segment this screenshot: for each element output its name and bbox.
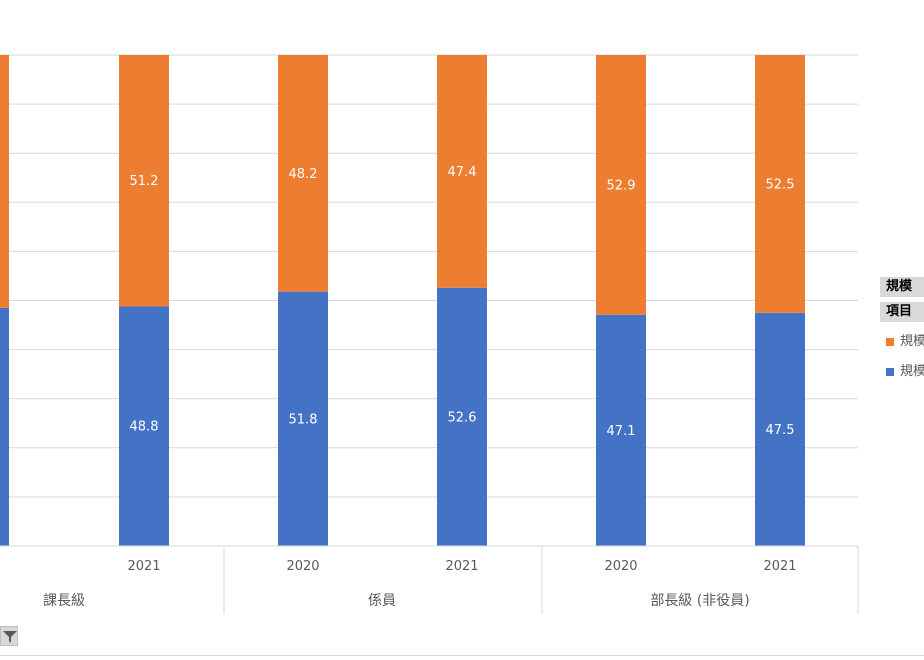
- data-label: 51.2: [130, 174, 159, 189]
- bar-segment-blue: [755, 312, 805, 546]
- bar-segment-blue: [437, 287, 487, 546]
- data-label: 48.8: [130, 420, 159, 435]
- data-label: 52.5: [766, 177, 795, 192]
- legend-item-orange: 規模: [886, 330, 924, 349]
- x-tick-label: 2021: [127, 559, 160, 574]
- legend-field-button-item[interactable]: 項目: [880, 302, 924, 322]
- legend-field-button-scale[interactable]: 規模: [880, 277, 924, 297]
- legend-item-blue: 規模: [886, 360, 924, 379]
- x-tick-label: 2021: [445, 559, 478, 574]
- filter-icon: [3, 631, 17, 643]
- data-label: 52.6: [448, 410, 477, 425]
- data-label: 51.8: [289, 412, 318, 427]
- data-label: 48.2: [289, 167, 318, 182]
- bar-segment-blue: [119, 306, 169, 546]
- bar-segment-orange: [119, 55, 169, 307]
- filter-button[interactable]: [0, 626, 18, 646]
- bar-segment-orange: [0, 55, 9, 308]
- bar-segment-orange: [755, 55, 805, 313]
- x-group-label: 課長級: [43, 593, 85, 609]
- frame-bottom-border: [0, 655, 924, 656]
- x-group-label: 係員: [368, 593, 396, 609]
- bar-segment-blue: [0, 307, 9, 546]
- data-label: 47.5: [766, 423, 795, 438]
- bar-segment-orange: [437, 55, 487, 288]
- legend-swatch-orange: [886, 337, 894, 346]
- x-tick-label: 2020: [604, 559, 637, 574]
- data-label: 52.9: [607, 178, 636, 193]
- bar-segment-blue: [278, 291, 328, 546]
- x-tick-label: 2020: [286, 559, 319, 574]
- legend-label: 規模: [900, 364, 924, 379]
- x-tick-label: 2021: [763, 559, 796, 574]
- legend-swatch-blue: [886, 367, 894, 376]
- bar-segment-orange: [596, 55, 646, 315]
- x-group-label: 部長級 (非役員): [650, 593, 749, 609]
- data-label: 47.4: [448, 165, 477, 180]
- bar-segment-orange: [278, 55, 328, 292]
- bar-segment-blue: [596, 314, 646, 546]
- data-label: 47.1: [607, 424, 636, 439]
- legend-label: 規模: [900, 334, 924, 349]
